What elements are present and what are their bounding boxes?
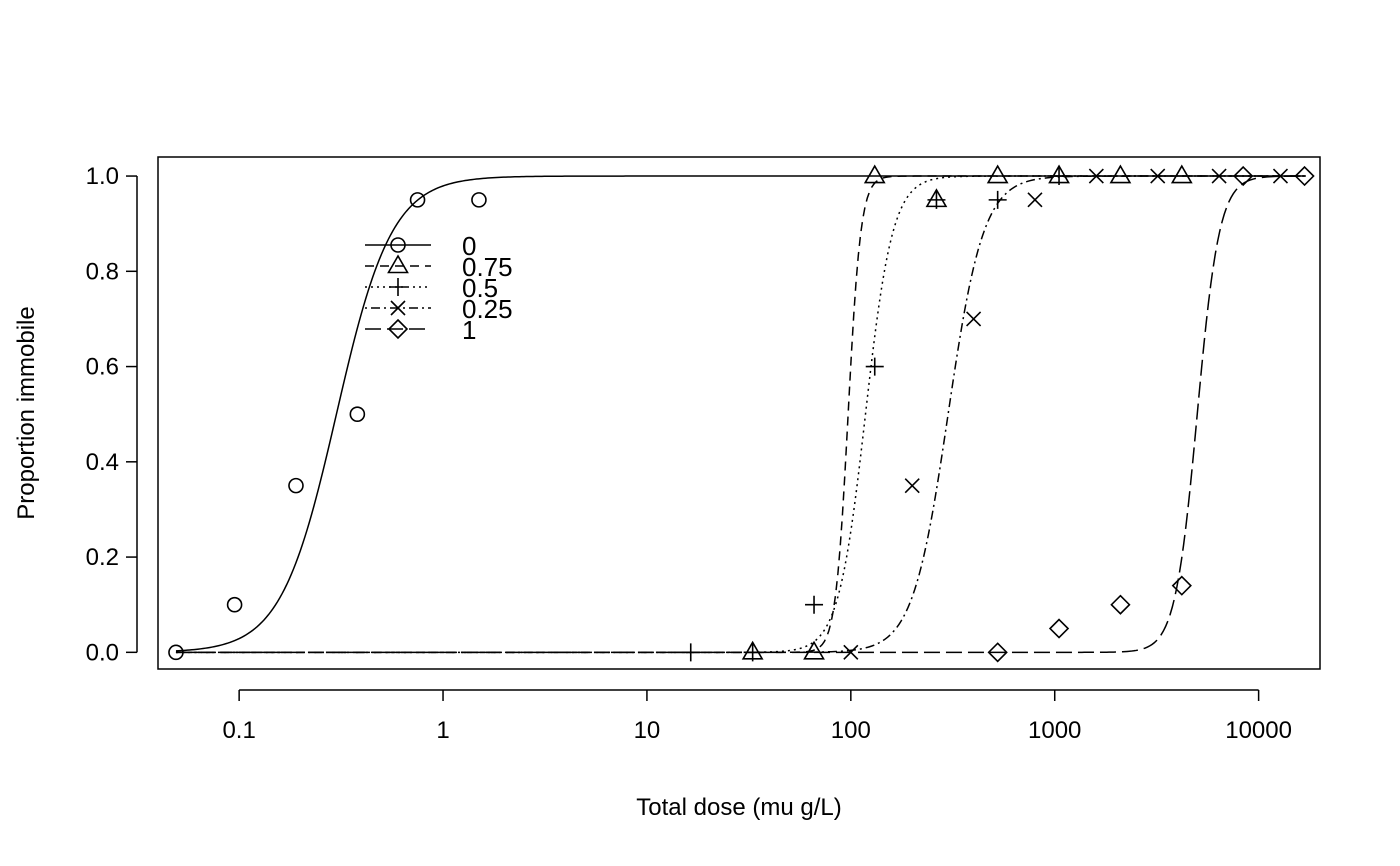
plot-frame <box>157 156 1321 670</box>
x-tick-label: 10000 <box>1225 717 1292 744</box>
point-series-2-4 <box>927 190 946 209</box>
point-series-2-1 <box>743 643 762 662</box>
y-tick-label: 0.6 <box>86 354 119 381</box>
point-series-0-4 <box>409 192 426 208</box>
legend-label-0: 0 <box>462 231 476 261</box>
curve-series-3 <box>175 175 1306 654</box>
point-series-3-5 <box>1150 168 1166 184</box>
point-series-0-3 <box>349 406 366 422</box>
y-tick-label: 1.0 <box>86 163 119 190</box>
point-series-2-2 <box>805 595 824 614</box>
curve-series-0 <box>175 175 1306 652</box>
x-tick-label: 1 <box>436 717 449 744</box>
point-series-3-0 <box>843 644 859 660</box>
legend-marker-2 <box>389 278 407 296</box>
point-series-0-1 <box>226 596 243 613</box>
point-series-0-5 <box>471 192 487 208</box>
legend-marker-0 <box>390 237 406 253</box>
y-axis-title: Proportion immobile <box>13 306 40 519</box>
fitted-curves <box>175 175 1306 654</box>
point-series-2-6 <box>1050 167 1069 186</box>
point-series-4-4 <box>1233 165 1254 187</box>
point-series-0-0 <box>168 644 184 661</box>
point-series-1-6 <box>1109 164 1132 184</box>
curve-series-2 <box>175 175 1306 654</box>
y-axis: 0.0 0.2 0.4 0.6 0.8 1.0 <box>86 163 138 666</box>
data-points <box>168 164 1315 663</box>
legend-marker-1 <box>387 254 409 274</box>
point-series-2-5 <box>988 190 1007 209</box>
y-tick-label: 0.2 <box>86 544 119 571</box>
point-series-1-7 <box>1170 164 1193 184</box>
point-series-3-4 <box>1088 168 1104 184</box>
legend-marker-4 <box>387 318 409 340</box>
point-series-2-0 <box>681 643 700 662</box>
y-tick-label: 0.8 <box>86 258 119 285</box>
x-tick-label: 1000 <box>1028 717 1081 744</box>
legend-marker-3 <box>390 300 406 316</box>
point-series-3-2 <box>966 311 982 327</box>
legend-label-2: 0.5 <box>462 273 498 303</box>
x-tick-label: 100 <box>831 717 871 744</box>
curve-series-4 <box>175 175 1306 654</box>
point-series-3-7 <box>1272 168 1289 184</box>
legend-label-4: 1 <box>462 315 476 345</box>
y-tick-label: 0.0 <box>86 639 119 666</box>
point-series-4-5 <box>1294 165 1315 187</box>
point-series-3-6 <box>1211 168 1227 184</box>
y-tick-label: 0.4 <box>86 449 119 476</box>
point-series-4-3 <box>1171 575 1192 596</box>
point-series-3-1 <box>904 478 920 494</box>
x-axis: 0.1 1 10 100 1000 10000 <box>222 689 1292 744</box>
curve-series-1 <box>175 175 1306 654</box>
point-series-0-2 <box>288 477 304 494</box>
legend-label-3: 0.25 <box>462 294 513 324</box>
x-tick-label: 0.1 <box>222 717 255 744</box>
legend-label-1: 0.75 <box>462 252 513 282</box>
x-axis-title: Total dose (mu g/L) <box>636 794 841 821</box>
point-series-3-3 <box>1027 192 1043 208</box>
point-series-4-1 <box>1048 618 1070 639</box>
point-series-1-4 <box>986 164 1009 184</box>
legend: 00.750.50.251 <box>365 231 513 345</box>
x-tick-label: 10 <box>634 717 661 744</box>
point-series-4-0 <box>987 642 1008 663</box>
point-series-1-1 <box>803 640 825 660</box>
point-series-4-2 <box>1110 594 1131 615</box>
point-series-1-2 <box>863 164 886 184</box>
point-series-2-3 <box>865 357 884 376</box>
